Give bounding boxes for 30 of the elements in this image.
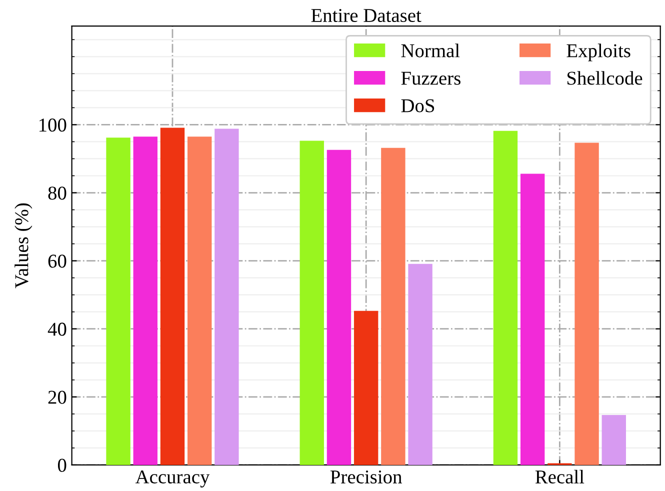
- bar: [106, 138, 130, 465]
- bar: [381, 148, 406, 465]
- legend-label: Normal: [401, 44, 460, 58]
- x-tick-label: Precision: [330, 470, 402, 484]
- y-tick-label: 80: [48, 186, 66, 200]
- legend-label: Shellcode: [567, 71, 642, 85]
- bar: [300, 140, 324, 465]
- y-tick-label: 20: [48, 390, 66, 404]
- y-axis-title: Values (%): [14, 203, 32, 288]
- y-tick-label: 60: [48, 254, 66, 268]
- bar: [493, 130, 518, 465]
- chart-title: Entire Dataset: [311, 8, 422, 22]
- x-tick-label: Accuracy: [135, 470, 210, 488]
- y-tick-label: 100: [40, 118, 66, 132]
- bar: [574, 142, 599, 465]
- bar: [326, 150, 352, 465]
- legend-label: Fuzzers: [401, 72, 460, 85]
- bar: [408, 264, 432, 465]
- bar: [187, 136, 212, 465]
- bar: [520, 174, 545, 465]
- x-tick-label: Recall: [535, 470, 584, 484]
- bar: [354, 310, 378, 465]
- bar: [160, 128, 185, 465]
- legend-label: Exploits: [566, 44, 630, 62]
- legend-label: DoS: [401, 99, 434, 112]
- bar: [602, 414, 626, 465]
- bar: [133, 136, 158, 465]
- y-tick-label: 40: [48, 322, 66, 336]
- y-tick-label: 0: [58, 458, 66, 472]
- bar: [214, 128, 239, 465]
